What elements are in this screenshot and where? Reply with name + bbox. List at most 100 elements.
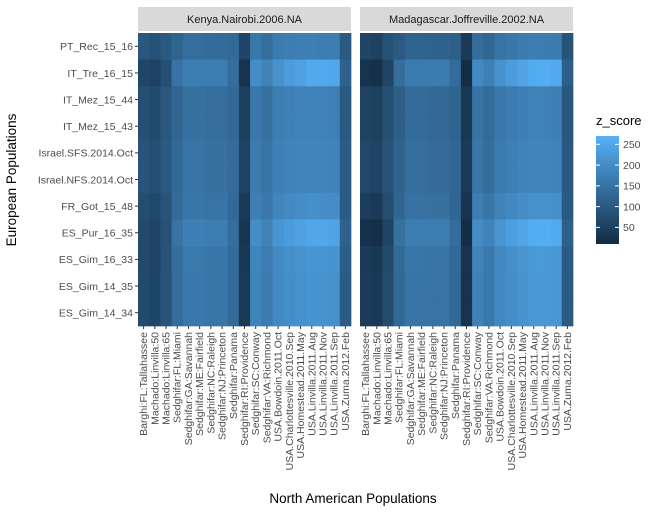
- heatmap-cell: [194, 192, 206, 220]
- heatmap-cell: [160, 139, 172, 167]
- heatmap-cell: [250, 272, 262, 300]
- heatmap-cell: [516, 86, 529, 114]
- heatmap-cell: [360, 219, 372, 247]
- heatmap-cell: [494, 246, 507, 274]
- heatmap-cell: [449, 272, 462, 300]
- heatmap-cell: [494, 192, 507, 220]
- heatmap-cell: [416, 33, 428, 60]
- heatmap-cell: [505, 112, 518, 140]
- heatmap-cell: [250, 299, 262, 327]
- heatmap-cell: [528, 299, 540, 327]
- heatmap-cell: [449, 33, 462, 60]
- heatmap-cell: [250, 33, 262, 60]
- heatmap-cell: [238, 219, 251, 247]
- heatmap-cell: [404, 299, 417, 327]
- heatmap-cell: [328, 219, 341, 247]
- heatmap-cell: [460, 59, 473, 87]
- heatmap-cell: [283, 33, 296, 60]
- x-axis-title: North American Populations: [269, 491, 437, 506]
- heatmap-cell: [283, 86, 296, 114]
- heatmap-cell: [438, 59, 451, 87]
- heatmap-cell: [416, 86, 428, 114]
- facet-panel: Kenya.Nairobi.2006.NA: [138, 7, 352, 327]
- heatmap-cell: [539, 219, 551, 247]
- x-tick-label: Sedghifar:FL:Miami: [172, 332, 184, 423]
- heatmap-cell: [404, 246, 417, 274]
- heatmap-cell: [416, 246, 428, 274]
- heatmap-cell: [449, 139, 462, 167]
- heatmap-cell: [283, 272, 296, 300]
- x-tick-label: Machado:Linvilla:65: [161, 332, 173, 425]
- heatmap-cell: [427, 299, 439, 327]
- legend-title: z_score: [596, 113, 642, 128]
- heatmap-cell: [516, 139, 529, 167]
- heatmap-cell: [205, 219, 217, 247]
- heatmap-cell: [138, 166, 150, 194]
- heatmap-cell: [149, 166, 161, 194]
- heatmap-cell: [227, 166, 240, 194]
- heatmap-cell: [371, 112, 383, 140]
- x-tick-label: USA.Charlottesville.2010.Sep: [284, 332, 296, 470]
- heatmap-cell: [205, 166, 217, 194]
- heatmap-cell: [272, 33, 285, 60]
- heatmap-cell: [328, 272, 341, 300]
- heatmap-cell: [261, 219, 273, 247]
- heatmap-cell: [561, 139, 574, 167]
- heatmap-cell: [539, 112, 551, 140]
- heatmap-cell: [393, 272, 406, 300]
- y-tick-label: PT_Rec_15_16: [60, 41, 133, 53]
- heatmap-cell: [205, 86, 217, 114]
- heatmap-cell: [449, 86, 462, 114]
- heatmap-cell: [516, 166, 529, 194]
- heatmap-cell: [283, 166, 296, 194]
- x-tick-label: Sedghifar:NC:Raleigh: [427, 332, 439, 434]
- heatmap-cell: [328, 139, 341, 167]
- heatmap-cell: [160, 272, 172, 300]
- heatmap-cell: [227, 272, 240, 300]
- y-tick-label: ES_Gim_14_35: [59, 281, 133, 293]
- heatmap-cell: [328, 192, 341, 220]
- heatmap-cell: [550, 33, 563, 60]
- heatmap-cell: [339, 192, 352, 220]
- heatmap-cell: [505, 139, 518, 167]
- heatmap-cell: [227, 246, 240, 274]
- heatmap-cell: [539, 86, 551, 114]
- heatmap-cell: [483, 59, 495, 87]
- heatmap-cell: [494, 299, 507, 327]
- heatmap-cell: [516, 246, 529, 274]
- x-tick-label: Sedghifar:VA:Richmond: [483, 332, 495, 443]
- legend-tick-label: 100: [623, 201, 641, 213]
- heatmap-cell: [261, 166, 273, 194]
- heatmap-cell: [216, 139, 229, 167]
- heatmap-cell: [472, 299, 484, 327]
- heatmap-cell: [205, 299, 217, 327]
- heatmap-cell: [404, 112, 417, 140]
- heatmap-cell: [505, 299, 518, 327]
- heatmap-cell: [138, 192, 150, 220]
- heatmap-cell: [550, 192, 563, 220]
- x-tick-label: USA.Zuma.2012.Feb: [562, 332, 574, 431]
- x-tick-label: Sedghifar:NC:Raleigh: [205, 332, 217, 434]
- heatmap-cell: [516, 33, 529, 60]
- x-tick-label: Sedghifar:Panama: [450, 332, 462, 419]
- heatmap-cell: [449, 59, 462, 87]
- heatmap-cell: [317, 33, 329, 60]
- heatmap-cell: [216, 272, 229, 300]
- heatmap-cell: [171, 272, 184, 300]
- heatmap-cell: [382, 139, 394, 167]
- y-tick-label: ES_Gim_16_33: [59, 254, 133, 266]
- heatmap-cell: [238, 166, 251, 194]
- heatmap-cell: [539, 246, 551, 274]
- heatmap-cell: [528, 166, 540, 194]
- x-tick-label: Machado:Linvilla:50: [371, 332, 383, 425]
- x-tick-label: Sedghifar:GA:Savannah: [183, 332, 195, 445]
- x-tick-label: Sedghifar:SC:Conway: [472, 331, 484, 435]
- heatmap-cell: [194, 299, 206, 327]
- heatmap-cell: [449, 192, 462, 220]
- x-tick-label: USA.Homestead.2011.May: [295, 331, 307, 458]
- heatmap-cell: [550, 272, 563, 300]
- heatmap-cell: [404, 219, 417, 247]
- heatmap-cell: [194, 112, 206, 140]
- heatmap-cell: [160, 166, 172, 194]
